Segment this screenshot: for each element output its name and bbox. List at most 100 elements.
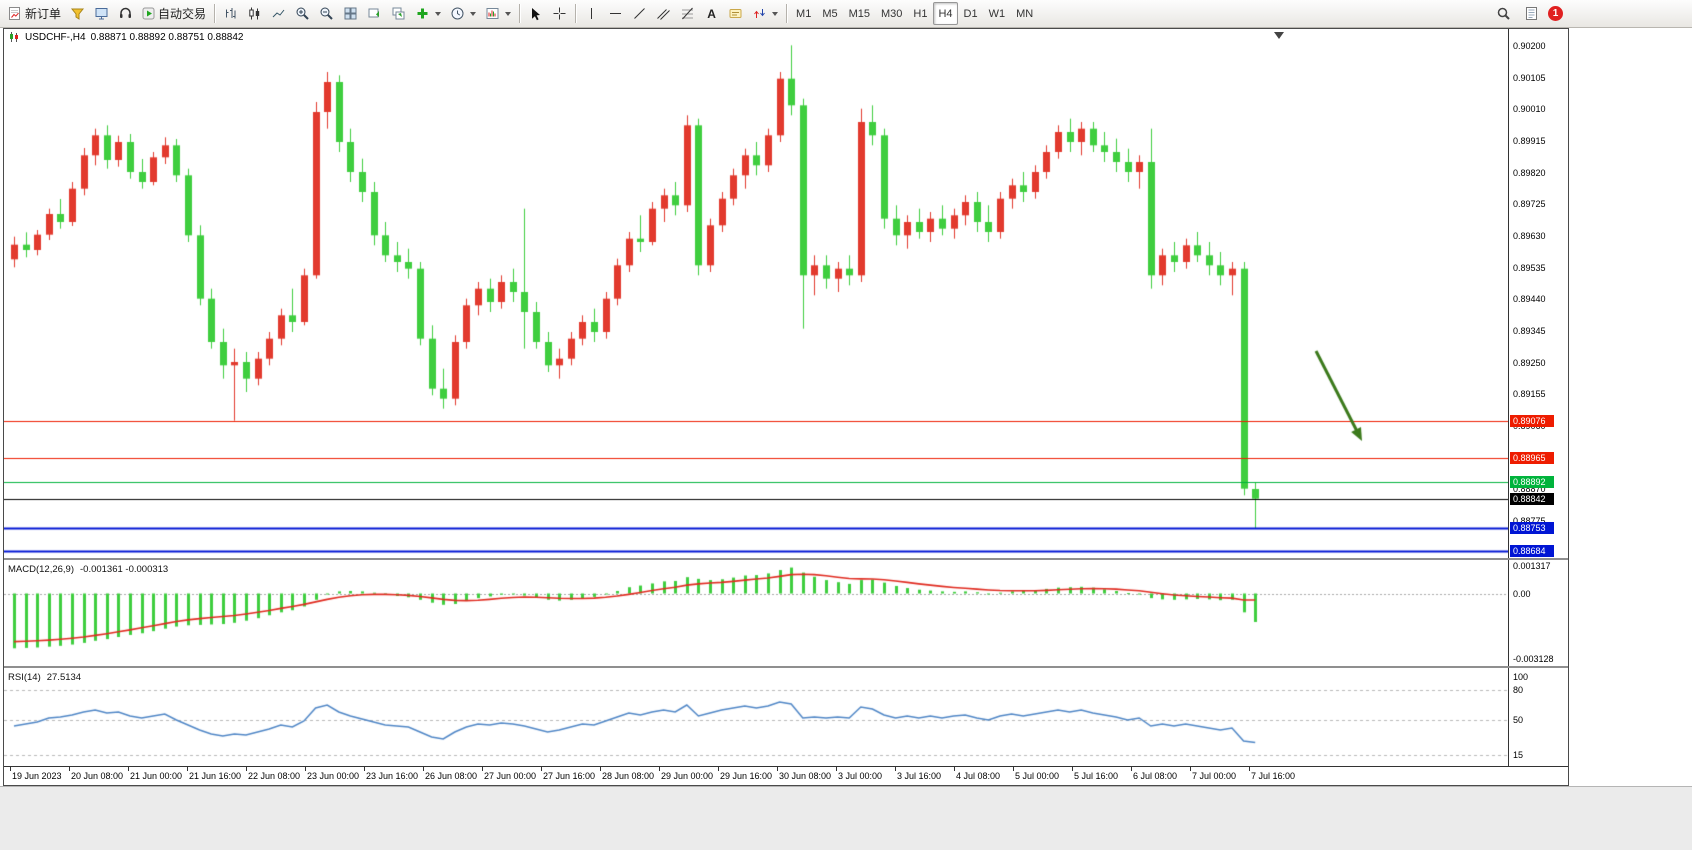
- macd-axis-label: 0.00: [1513, 588, 1531, 599]
- tester-button[interactable]: [66, 2, 89, 25]
- news-button[interactable]: [1520, 2, 1543, 25]
- time-axis-label: 21 Jun 00:00: [130, 771, 183, 781]
- channel-tool[interactable]: [652, 2, 675, 25]
- arrange-window-icon: [367, 6, 382, 21]
- monitor-icon: [94, 6, 109, 21]
- templates-button[interactable]: [481, 2, 515, 25]
- vertical-line-tool[interactable]: [580, 2, 603, 25]
- time-axis-tick: [423, 767, 424, 771]
- auto-arrange-button[interactable]: [363, 2, 386, 25]
- time-axis-tick: [364, 767, 365, 771]
- time-axis-label: 5 Jul 00:00: [1015, 771, 1060, 781]
- equidistant-channel-icon: [656, 6, 671, 21]
- price-axis[interactable]: 0.90200 0.90105 0.90010 0.89915 0.89820 0.897…: [1508, 29, 1568, 766]
- time-axis-tick: [482, 767, 483, 771]
- price-tag: 0.88842: [1510, 492, 1554, 505]
- horizontal-line-tool[interactable]: [604, 2, 627, 25]
- navigator-button[interactable]: [90, 2, 113, 25]
- candlestick-chart[interactable]: [4, 29, 1508, 558]
- line-chart-icon: [271, 6, 286, 21]
- candle-chart-button[interactable]: [243, 2, 266, 25]
- time-axis-label: 26 Jun 08:00: [425, 771, 478, 781]
- macd-axis-label: -0.003128: [1513, 653, 1554, 664]
- timeframe-m15[interactable]: M15: [848, 7, 870, 20]
- indicators-button[interactable]: [411, 2, 445, 25]
- symbol-period-label: USDCHF-,H4: [25, 31, 86, 43]
- time-axis-tick: [305, 767, 306, 771]
- bars-icon: [223, 6, 238, 21]
- support-button[interactable]: [114, 2, 137, 25]
- panel-splitter[interactable]: [4, 666, 1568, 668]
- arrows-tool[interactable]: [748, 2, 782, 25]
- separator: [519, 4, 521, 23]
- rsi-axis-label: 50: [1513, 715, 1524, 725]
- timeframe-m30[interactable]: M30: [881, 7, 903, 20]
- bar-chart-button[interactable]: [219, 2, 242, 25]
- chart-shift-marker[interactable]: [1274, 32, 1284, 39]
- time-axis-label: 29 Jun 16:00: [720, 771, 773, 781]
- macd-panel: MACD(12,26,9) -0.001361 -0.000313: [4, 562, 1508, 666]
- time-axis-label: 7 Jul 00:00: [1192, 771, 1237, 781]
- zoom-out-icon: [319, 6, 334, 21]
- price-tag: 0.88892: [1510, 476, 1554, 488]
- time-axis-label: 3 Jul 00:00: [838, 771, 883, 781]
- price-axis-label: 0.89345: [1513, 326, 1546, 336]
- macd-chart[interactable]: [4, 562, 1508, 666]
- zoom-in-button[interactable]: [291, 2, 314, 25]
- line-chart-button[interactable]: [267, 2, 290, 25]
- crosshair-button[interactable]: [548, 2, 571, 25]
- timeframe-mn[interactable]: MN: [1016, 7, 1034, 20]
- cascade-window-icon: [391, 6, 406, 21]
- cascade-button[interactable]: [387, 2, 410, 25]
- price-axis-label: 0.90200: [1513, 41, 1546, 51]
- timeframe-w1[interactable]: W1: [988, 7, 1006, 20]
- timeframe-h1[interactable]: H1: [913, 7, 928, 20]
- time-axis[interactable]: 19 Jun 2023 20 Jun 08:00 21 Jun 00:00 21 Ju…: [4, 766, 1568, 785]
- time-axis-tick: [187, 767, 188, 771]
- timeframe-m1[interactable]: M1: [796, 7, 812, 20]
- crosshair-icon: [552, 6, 567, 21]
- price-axis-label: 0.88870: [1513, 484, 1546, 495]
- candles-icon: [247, 6, 262, 21]
- timeframe-d1[interactable]: D1: [963, 7, 978, 20]
- text-tool[interactable]: A: [700, 2, 723, 25]
- rsi-chart[interactable]: [4, 670, 1508, 766]
- time-axis-label: 23 Jun 16:00: [366, 771, 419, 781]
- toolbar: 新订单 自动交易 A M1 M5 M15: [0, 0, 1692, 28]
- price-axis-label: 0.90010: [1513, 104, 1546, 115]
- add-indicator-icon: [415, 6, 430, 21]
- zoom-out-button[interactable]: [315, 2, 338, 25]
- chevron-down-icon: [772, 11, 779, 16]
- tile-windows-button[interactable]: [339, 2, 362, 25]
- timeframe-m5[interactable]: M5: [822, 7, 838, 20]
- cursor-button[interactable]: [524, 2, 547, 25]
- toolbar-right-group: 1: [1492, 2, 1563, 25]
- price-tag: 0.88684: [1510, 545, 1554, 558]
- price-axis-label: 0.89725: [1513, 199, 1546, 210]
- text-label-icon: [728, 6, 743, 21]
- time-axis-tick: [895, 767, 896, 771]
- time-axis-label: 7 Jul 16:00: [1251, 771, 1296, 781]
- play-icon: [142, 7, 155, 20]
- chevron-down-icon: [470, 11, 477, 16]
- new-order-button[interactable]: 新订单: [3, 2, 65, 25]
- periods-button[interactable]: [446, 2, 480, 25]
- time-axis-label: 23 Jun 00:00: [307, 771, 360, 781]
- fibonacci-tool[interactable]: [676, 2, 699, 25]
- time-axis-label: 6 Jul 08:00: [1133, 771, 1178, 781]
- horizontal-line-icon: [608, 6, 623, 21]
- auto-trading-button[interactable]: 自动交易: [138, 2, 210, 25]
- timeframe-h4[interactable]: H4: [933, 2, 958, 25]
- zoom-in-icon: [295, 6, 310, 21]
- funnel-icon: [70, 6, 85, 21]
- notification-badge[interactable]: 1: [1548, 6, 1563, 21]
- trendline-tool[interactable]: [628, 2, 651, 25]
- panel-splitter[interactable]: [4, 558, 1568, 560]
- search-button[interactable]: [1492, 2, 1515, 25]
- time-axis-tick: [777, 767, 778, 771]
- time-axis-tick: [1190, 767, 1191, 771]
- price-axis-label: 0.89820: [1513, 167, 1546, 178]
- new-order-icon: [7, 6, 22, 21]
- label-tool[interactable]: [724, 2, 747, 25]
- separator: [575, 4, 577, 23]
